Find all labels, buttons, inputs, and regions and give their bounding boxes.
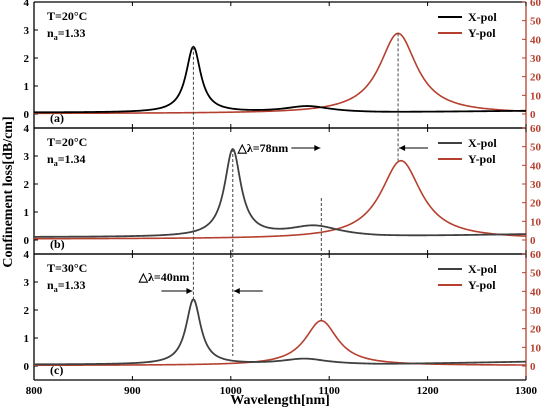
temperature-label: T=20°C (47, 135, 87, 149)
series-line-y-pol (34, 319, 526, 367)
arrow-c-left-head (186, 288, 193, 294)
left-tick-label: 0 (24, 361, 30, 373)
left-tick-label: 2 (24, 305, 30, 317)
left-tick-label: 0 (24, 109, 30, 121)
right-tick-label: 50 (530, 142, 542, 154)
right-tick-label: 0 (530, 235, 536, 247)
left-tick-label: 0 (24, 235, 30, 247)
series-line-x-pol (33, 147, 527, 238)
left-tick-label: 3 (24, 25, 30, 37)
panel-label: (a) (50, 111, 64, 125)
left-tick-label: 4 (24, 0, 30, 9)
right-tick-label: 60 (530, 0, 542, 9)
panel-c: 012340102030405060X-polY-polT=30°Cna=1.3… (24, 249, 542, 381)
right-tick-label: 40 (530, 34, 542, 46)
x-tick-label: 900 (124, 385, 141, 397)
left-tick-label: 1 (24, 333, 30, 345)
x-tick-label: 1000 (220, 385, 243, 397)
right-tick-label: 30 (530, 179, 542, 191)
left-tick-label: 1 (24, 81, 30, 93)
delta-lambda-c: △λ=40nm (138, 270, 190, 284)
x-tick-label: 1100 (318, 385, 340, 397)
left-tick-label: 2 (24, 179, 30, 191)
left-tick-label: 3 (24, 277, 30, 289)
series-line-y-pol (33, 159, 527, 240)
right-tick-label: 20 (530, 72, 542, 84)
right-tick-label: 50 (530, 268, 542, 280)
legend-label-y-pol: Y-pol (468, 152, 496, 166)
refractive-index-label: na=1.33 (47, 26, 86, 42)
series-line-x-pol (33, 45, 527, 114)
right-tick-label: 60 (530, 249, 542, 261)
arrow-b-left-head (314, 145, 321, 151)
right-tick-label: 40 (530, 160, 542, 172)
x-tick-label: 1300 (515, 385, 538, 397)
right-tick-label: 30 (530, 53, 542, 65)
legend-label-x-pol: X-pol (468, 10, 497, 24)
right-tick-label: 10 (530, 90, 542, 102)
left-tick-label: 3 (24, 151, 30, 163)
panel-a: 012340102030405060X-polY-polT=20°Cna=1.3… (24, 0, 542, 129)
legend-label-y-pol: Y-pol (468, 278, 496, 292)
right-tick-label: 0 (530, 361, 536, 373)
series-line-x-pol (34, 298, 527, 366)
x-tick-label: 1200 (417, 385, 440, 397)
y-axis-label: Confinement loss[dB/cm] (1, 116, 16, 267)
right-tick-label: 10 (530, 216, 542, 228)
legend-label-x-pol: X-pol (468, 136, 497, 150)
right-tick-label: 60 (530, 123, 542, 135)
refractive-index-label: na=1.34 (47, 152, 86, 168)
refractive-index-label: na=1.33 (47, 278, 86, 294)
arrow-b-right-head (399, 145, 406, 151)
left-tick-label: 4 (24, 249, 30, 261)
temperature-label: T=30°C (47, 261, 87, 275)
right-tick-label: 20 (530, 198, 542, 210)
legend-label-y-pol: Y-pol (468, 26, 496, 40)
right-tick-label: 40 (530, 286, 542, 298)
panel-label: (b) (50, 237, 65, 251)
delta-lambda-b: △λ=78nm (237, 141, 289, 155)
left-tick-label: 2 (24, 53, 30, 65)
right-tick-label: 50 (530, 16, 542, 28)
legend-label-x-pol: X-pol (468, 262, 497, 276)
temperature-label: T=20°C (47, 9, 87, 23)
right-tick-label: 0 (530, 109, 536, 121)
x-axis-label: Wavelength[nm] (230, 393, 330, 408)
left-tick-label: 4 (24, 123, 30, 135)
arrow-c-right-head (233, 288, 240, 294)
panel-label: (c) (50, 363, 63, 377)
series-line-y-pol (34, 32, 527, 115)
right-tick-label: 30 (530, 305, 542, 317)
right-tick-label: 10 (530, 342, 542, 354)
right-tick-label: 20 (530, 324, 542, 336)
x-tick-label: 800 (26, 385, 43, 397)
chart-panels: 012340102030405060X-polY-polT=20°Cna=1.3… (24, 0, 542, 381)
left-tick-label: 1 (24, 207, 30, 219)
